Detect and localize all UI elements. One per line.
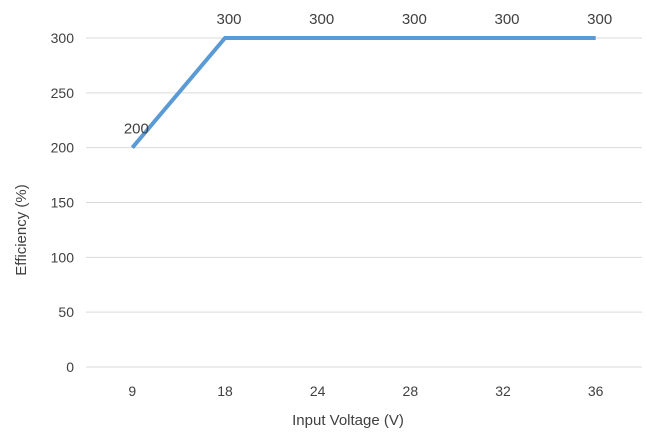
x-tick-label: 36: [588, 383, 604, 399]
data-label: 300: [494, 11, 519, 28]
y-tick-label: 150: [51, 195, 75, 211]
data-label: 300: [309, 11, 334, 28]
data-labels: 200 300 300 300 300 300: [124, 11, 612, 138]
y-axis-title: Efficiency (%): [13, 184, 30, 275]
x-tick-label: 24: [310, 383, 326, 399]
data-label: 300: [216, 11, 241, 28]
gridlines: [86, 37, 642, 368]
series-layer: [130, 36, 596, 149]
x-tick-label: 18: [217, 383, 233, 399]
y-tick-label: 200: [51, 140, 75, 156]
y-tick-label: 50: [58, 304, 74, 320]
data-label: 300: [587, 11, 612, 28]
x-tick-label: 9: [128, 383, 136, 399]
y-tick-label: 100: [51, 249, 75, 265]
y-tick-label: 0: [66, 359, 74, 375]
y-tick-label: 300: [51, 30, 75, 46]
x-tick-label: 28: [403, 383, 419, 399]
x-axis-ticks: 9 18 24 28 32 36: [128, 383, 603, 399]
series-line: [130, 36, 596, 149]
data-label: 300: [402, 11, 427, 28]
x-tick-label: 32: [495, 383, 511, 399]
y-tick-label: 250: [51, 85, 75, 101]
data-label: 200: [124, 121, 149, 138]
y-axis-ticks: 0 50 100 150 200 250 300: [51, 30, 75, 375]
x-axis-title: Input Voltage (V): [292, 412, 404, 429]
